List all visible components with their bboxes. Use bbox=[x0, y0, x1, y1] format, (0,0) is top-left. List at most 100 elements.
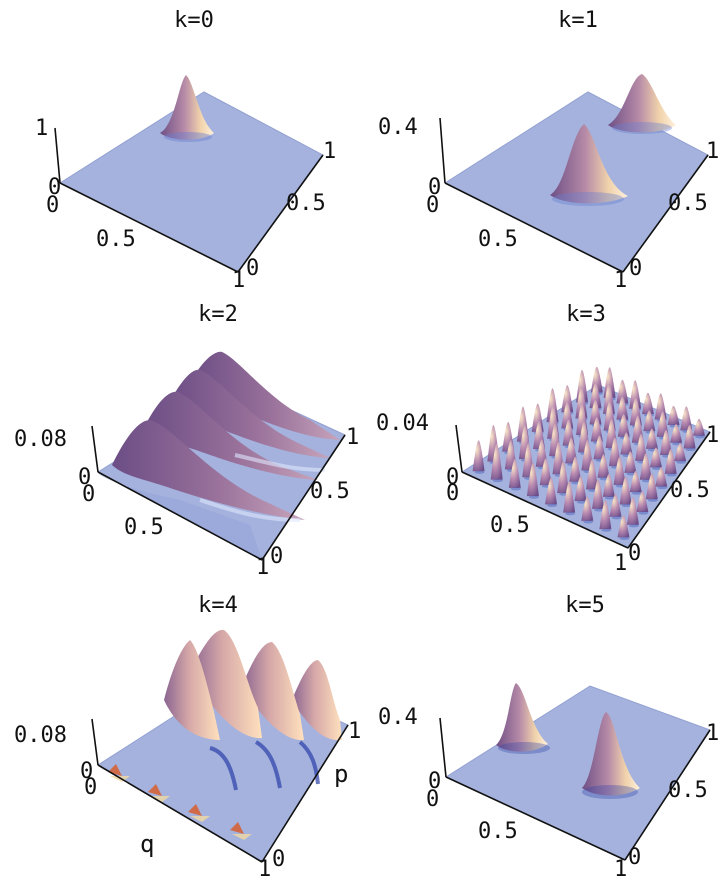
z-zero-label: 0 bbox=[428, 175, 441, 200]
origin-label: 0 bbox=[46, 193, 59, 218]
p-end-label: 1 bbox=[706, 721, 719, 746]
q-axis-line bbox=[445, 776, 626, 861]
p-end-label: 1 bbox=[348, 719, 361, 744]
p-mid-label: 0.5 bbox=[670, 478, 710, 503]
panel-title: k=0 bbox=[174, 8, 214, 33]
p-axis-line bbox=[624, 729, 711, 861]
surface-spike bbox=[608, 437, 621, 467]
z-zero-label: 0 bbox=[78, 465, 91, 490]
surface-spike bbox=[670, 424, 683, 443]
spike-shadow bbox=[604, 496, 615, 500]
z-tick-label: 0.4 bbox=[378, 705, 418, 730]
surface-spike bbox=[629, 470, 642, 493]
p-end-label: 1 bbox=[346, 425, 359, 450]
surface-peak bbox=[608, 74, 676, 133]
peak-shadow bbox=[164, 132, 212, 142]
p-start-label: 0 bbox=[270, 544, 283, 569]
surface-spike bbox=[626, 497, 639, 525]
p-start-label: 0 bbox=[628, 845, 641, 870]
spike-shadow bbox=[628, 524, 639, 528]
small-peaks bbox=[108, 764, 252, 840]
q-end-label: 1 bbox=[614, 268, 627, 293]
p-mid-label: 0.5 bbox=[310, 479, 350, 504]
spike-shadow bbox=[547, 503, 558, 507]
p-start-label: 0 bbox=[628, 541, 641, 566]
p-start-label: 0 bbox=[246, 256, 259, 281]
q-mid-label: 0.5 bbox=[124, 515, 164, 540]
spike-shadow bbox=[601, 528, 612, 532]
surface-spike bbox=[683, 424, 696, 449]
surface-spike bbox=[581, 496, 594, 521]
surface-spike bbox=[609, 494, 622, 517]
p-mid-label: 0.5 bbox=[668, 191, 708, 216]
p-axis-title: p bbox=[334, 760, 348, 788]
panel-title: k=5 bbox=[565, 593, 605, 618]
spike-shadow bbox=[492, 478, 503, 483]
q-axis-title: q bbox=[140, 830, 154, 858]
peak-shadow bbox=[612, 122, 672, 134]
z-axis-line bbox=[91, 718, 99, 766]
q-axis-line bbox=[59, 182, 239, 273]
surface-spike bbox=[636, 491, 649, 513]
spike-shadow bbox=[528, 495, 539, 499]
surface-spike bbox=[649, 447, 662, 468]
z-zero-label: 0 bbox=[80, 759, 93, 784]
surface-spike bbox=[619, 476, 632, 505]
surface-spike bbox=[645, 428, 658, 449]
spike-shadow bbox=[651, 466, 662, 470]
spike-shadow bbox=[657, 485, 668, 490]
q-axis-line bbox=[461, 471, 629, 549]
q-mid-label: 0.5 bbox=[478, 227, 518, 252]
origin-label: 0 bbox=[446, 481, 459, 506]
peak-shadow bbox=[552, 192, 624, 206]
z-tick-label: 0.4 bbox=[378, 115, 418, 140]
surface-spike bbox=[599, 499, 612, 530]
surface-peak bbox=[160, 75, 214, 140]
spike-shadow bbox=[695, 435, 706, 439]
p-start-label: 0 bbox=[272, 847, 285, 872]
panel-k0: k=0 1 0 0 0.5 1 0 0.5 1 bbox=[35, 8, 336, 293]
origin-label: 0 bbox=[426, 193, 439, 218]
origin-label: 0 bbox=[84, 775, 97, 800]
z-tick-label: 0.08 bbox=[14, 427, 67, 452]
surface-spike bbox=[602, 473, 615, 497]
p-end-label: 1 bbox=[706, 139, 719, 164]
z-axis-line bbox=[91, 425, 99, 473]
spike-shadow bbox=[619, 536, 630, 541]
surface-spike bbox=[589, 382, 602, 409]
spike-shadow bbox=[576, 500, 587, 504]
surface-spike bbox=[629, 380, 642, 409]
spike-shadow bbox=[676, 460, 687, 464]
surface-spike bbox=[574, 476, 587, 501]
surface-spike bbox=[590, 417, 603, 442]
surface-spike bbox=[589, 399, 602, 425]
spike-shadow bbox=[594, 508, 605, 512]
z-axis-line bbox=[439, 717, 447, 778]
q-axis-line bbox=[444, 182, 624, 273]
q-end-label: 1 bbox=[258, 857, 271, 877]
surface-spike bbox=[561, 401, 574, 429]
surface-spike bbox=[563, 481, 576, 513]
surface-spike bbox=[490, 443, 503, 480]
spike-shadow bbox=[583, 520, 594, 524]
p-start-label: 0 bbox=[629, 256, 642, 281]
q-mid-label: 0.5 bbox=[96, 227, 136, 252]
z-zero-label: 0 bbox=[446, 465, 459, 490]
surface-spike bbox=[641, 392, 654, 415]
spike-shadow bbox=[647, 498, 658, 502]
surface-spike bbox=[660, 429, 673, 456]
peak-shadow bbox=[582, 785, 638, 799]
p-axis-line bbox=[261, 434, 346, 561]
surface-spike bbox=[643, 410, 656, 432]
surface-spike bbox=[613, 456, 626, 485]
z-axis-line bbox=[439, 117, 446, 184]
surface-spike bbox=[674, 442, 687, 462]
q-end-label: 1 bbox=[614, 857, 627, 877]
surface-peak bbox=[550, 124, 628, 204]
surface-spike bbox=[645, 473, 658, 500]
surface-spike bbox=[617, 414, 630, 437]
surface-spike bbox=[680, 406, 693, 431]
p-end-label: 1 bbox=[706, 423, 719, 448]
z-zero-label: 0 bbox=[428, 769, 441, 794]
surface-spike bbox=[655, 467, 668, 487]
